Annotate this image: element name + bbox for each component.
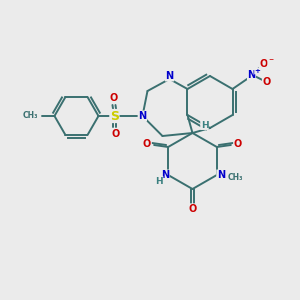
Text: O: O (188, 204, 196, 214)
Text: ⁻: ⁻ (268, 57, 273, 67)
Text: H: H (155, 176, 163, 185)
Text: O: O (111, 129, 120, 139)
Text: O: O (262, 77, 271, 87)
Text: CH₃: CH₃ (23, 112, 38, 121)
Text: S: S (110, 110, 119, 122)
Text: O: O (260, 59, 268, 69)
Text: N: N (161, 170, 169, 180)
Text: N: N (165, 71, 173, 81)
Text: N: N (248, 70, 256, 80)
Text: O: O (143, 139, 151, 149)
Text: +: + (255, 68, 260, 74)
Text: O: O (234, 139, 242, 149)
Text: N: N (138, 111, 146, 121)
Text: N: N (217, 170, 225, 180)
Text: O: O (110, 93, 118, 103)
Text: CH₃: CH₃ (228, 173, 243, 182)
Text: H: H (201, 121, 208, 130)
